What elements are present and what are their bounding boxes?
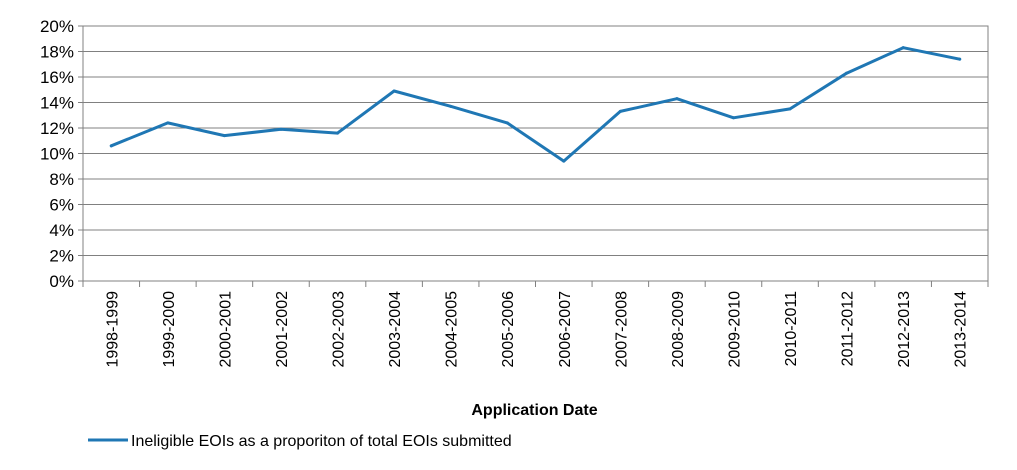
x-tick-label: 2010-2011: [783, 291, 800, 366]
y-axis-ticks: 0% 2% 4% 6% 8% 10% 12% 14% 16% 18% 20%: [40, 17, 83, 291]
x-tick-label: 2005-2006: [500, 291, 517, 368]
data-point: [505, 121, 509, 125]
x-tick-label: 2004-2005: [444, 291, 461, 368]
y-tick-label: 16%: [40, 68, 74, 87]
data-point: [279, 127, 283, 131]
x-tick-label: 2002-2003: [331, 291, 348, 368]
data-point: [392, 89, 396, 93]
y-tick-label: 2%: [49, 247, 74, 266]
x-tick-label: 1998-1999: [104, 291, 121, 368]
x-tick-label: 2013-2014: [953, 291, 970, 368]
y-tick-label: 4%: [49, 221, 74, 240]
x-tick-label: 2007-2008: [613, 291, 630, 368]
y-tick-label: 18%: [40, 43, 74, 62]
y-tick-label: 10%: [40, 145, 74, 164]
series-line: [109, 46, 962, 163]
data-point: [901, 46, 905, 50]
x-tick-label: 2008-2009: [670, 291, 687, 368]
gridlines: [83, 25, 988, 282]
y-tick-label: 0%: [49, 272, 74, 291]
x-tick-label: 2009-2010: [726, 291, 743, 368]
y-tick-label: 12%: [40, 119, 74, 138]
series-points: [109, 46, 962, 163]
data-point: [336, 131, 340, 135]
data-point: [675, 97, 679, 101]
data-point: [222, 134, 226, 138]
x-tick-label: 2001-2002: [274, 291, 291, 368]
x-tick-label: 2006-2007: [557, 291, 574, 368]
x-tick-label: 2003-2004: [387, 291, 404, 368]
y-tick-label: 14%: [40, 94, 74, 113]
legend-label: Ineligible EOIs as a proporiton of total…: [131, 433, 512, 450]
data-point: [731, 116, 735, 120]
plot-area-frame: [82, 25, 989, 282]
y-tick-label: 6%: [49, 196, 74, 215]
x-axis-ticks: 1998-1999 1999-2000 2000-2001 2001-2002 2002…: [82, 281, 989, 368]
data-point: [109, 144, 113, 148]
legend: Ineligible EOIs as a proporiton of total…: [88, 433, 512, 450]
y-tick-label: 20%: [40, 17, 74, 36]
x-tick-label: 1999-2000: [161, 291, 178, 368]
data-point: [788, 107, 792, 111]
x-axis-title: Application Date: [471, 402, 597, 419]
data-point: [958, 57, 962, 61]
x-tick-label: 2000-2001: [217, 291, 234, 368]
y-tick-label: 8%: [49, 170, 74, 189]
data-point: [449, 104, 453, 108]
x-tick-label: 2012-2013: [896, 291, 913, 368]
data-point: [618, 109, 622, 113]
x-tick-label: 2011-2012: [840, 291, 857, 366]
data-point: [562, 159, 566, 163]
data-point: [166, 121, 170, 125]
data-point: [845, 71, 849, 75]
